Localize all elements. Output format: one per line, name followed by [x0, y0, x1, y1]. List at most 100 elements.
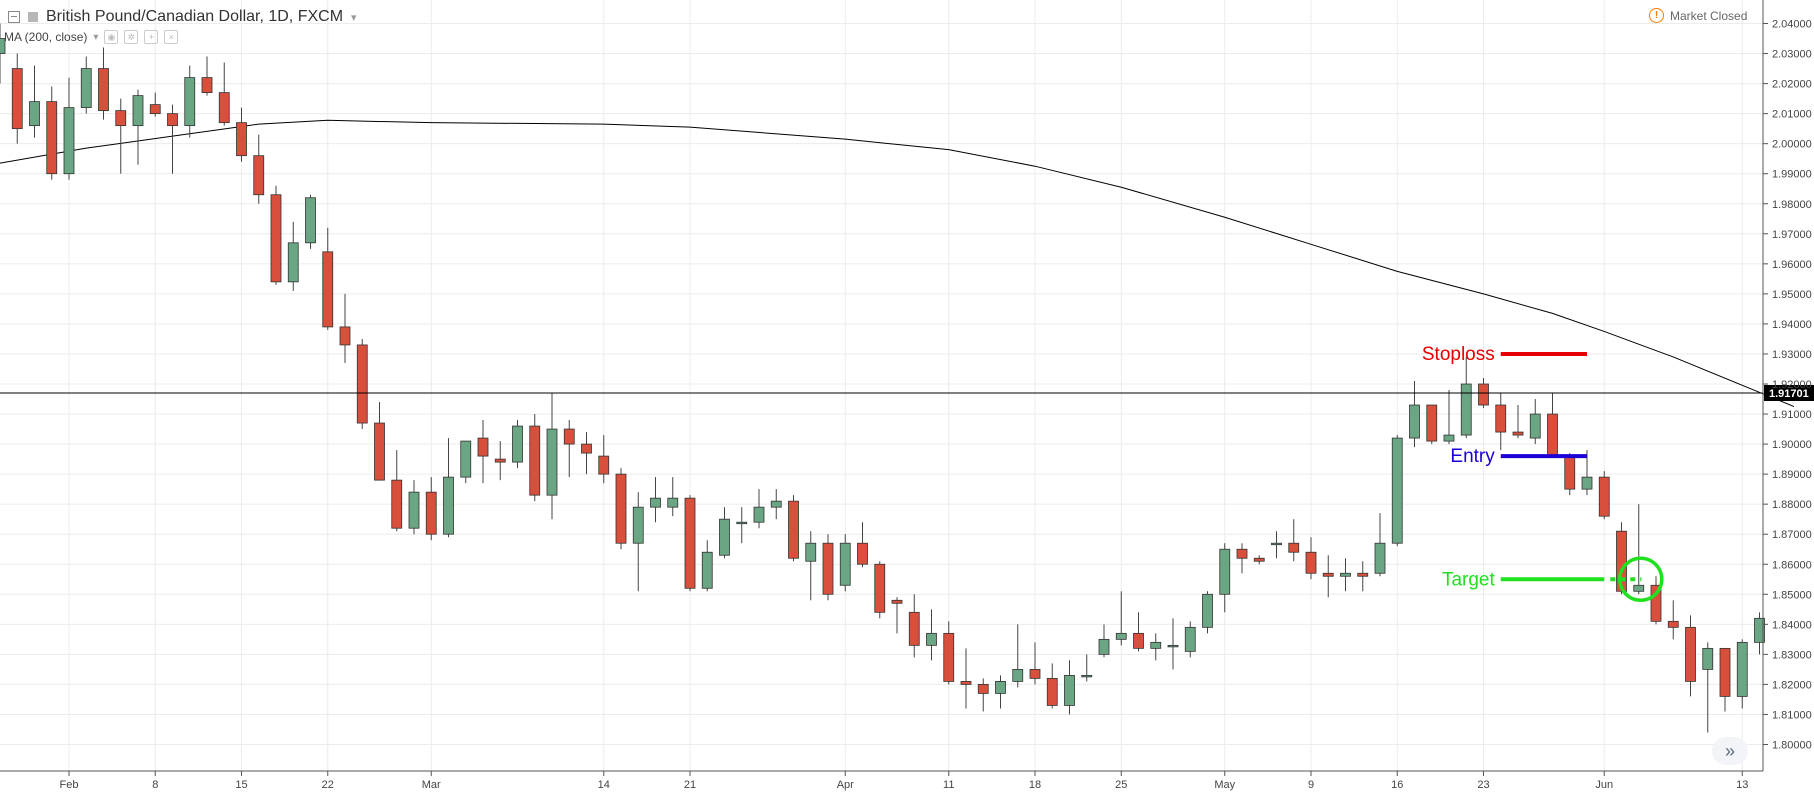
y-tick-label: 1.93000 [1772, 349, 1812, 361]
market-status-text: Market Closed [1670, 8, 1748, 23]
y-tick-label: 1.87000 [1772, 529, 1812, 541]
candle [236, 107, 247, 162]
candle [891, 597, 903, 634]
candle-body [167, 113, 178, 127]
candle-body [443, 476, 454, 535]
candle [1754, 612, 1765, 655]
candle-body [667, 497, 679, 508]
candle-body [874, 563, 886, 613]
candle-body [1219, 548, 1231, 595]
candle [1115, 591, 1127, 646]
x-tick-label: 11 [943, 779, 954, 791]
y-tick-label: 1.84000 [1772, 619, 1812, 631]
candle-body [1391, 437, 1403, 544]
candle-body [408, 491, 420, 529]
candle-body [1305, 551, 1317, 574]
eye-icon[interactable]: ◉ [104, 30, 119, 44]
indicator-label[interactable]: MA (200, close) [4, 30, 88, 44]
candle-body [29, 101, 40, 127]
candle [167, 104, 178, 174]
candle-body [546, 428, 558, 496]
x-tick-label: 13 [1736, 779, 1748, 791]
candle [1271, 531, 1282, 559]
candle-body [960, 681, 972, 685]
chevron-down-icon[interactable]: ▾ [93, 31, 99, 43]
candle [63, 77, 75, 180]
candle-body [736, 521, 748, 525]
candle-body [1547, 413, 1558, 457]
candle [995, 675, 1006, 709]
candle-body [115, 110, 127, 127]
candle [753, 489, 765, 529]
y-tick-label: 2.03000 [1772, 49, 1812, 61]
gear-icon[interactable]: ✲ [124, 30, 139, 44]
candle-body [788, 500, 799, 559]
x-tick-label: 9 [1308, 779, 1314, 791]
symbol-title[interactable]: British Pound/Canadian Dollar, 1D, FXCM [46, 8, 344, 25]
candle-body [1098, 638, 1110, 655]
y-tick-label: 2.00000 [1772, 139, 1812, 151]
candle [443, 438, 454, 538]
candle [908, 594, 920, 658]
candle-body [1460, 383, 1472, 436]
candle-body [218, 92, 230, 124]
candle [29, 65, 40, 138]
candle-body [1702, 647, 1714, 670]
chevron-down-icon[interactable]: ▾ [351, 11, 357, 24]
candle-body [339, 326, 351, 346]
y-tick-label: 1.88000 [1772, 499, 1812, 511]
chevrons-right-icon[interactable]: » [1712, 737, 1748, 765]
close-icon[interactable]: × [164, 30, 179, 44]
candle [1202, 591, 1213, 634]
candle-body [943, 632, 955, 682]
candle-body [857, 542, 868, 565]
candle-body [1081, 675, 1093, 678]
candle-body [632, 506, 644, 544]
candle-body [1133, 632, 1144, 649]
candle [788, 495, 799, 562]
x-tick-label: Jun [1595, 779, 1613, 791]
candle-body [149, 104, 161, 115]
candle-body [287, 242, 299, 283]
candle-body [1167, 644, 1179, 648]
candle-body [1495, 404, 1507, 433]
candle-body [1685, 626, 1696, 682]
x-tick-label: 23 [1477, 779, 1489, 791]
candle [1253, 555, 1265, 565]
add-icon[interactable]: + [144, 30, 159, 44]
candle-body [11, 68, 23, 130]
y-tick-label: 1.95000 [1772, 289, 1812, 301]
candle [1184, 621, 1196, 658]
candle-body [891, 599, 903, 604]
candle [563, 420, 575, 478]
y-tick-label: 2.02000 [1772, 79, 1812, 91]
y-tick-label: 1.97000 [1772, 229, 1812, 241]
candle [1529, 399, 1541, 445]
candle [1305, 537, 1317, 580]
x-tick-label: 21 [684, 779, 696, 791]
last-price-tag [1764, 384, 1814, 401]
candle-body [1736, 641, 1748, 697]
candle-body [822, 542, 834, 595]
candle-body [1512, 431, 1524, 436]
candle [11, 53, 23, 144]
collapse-box-icon[interactable] [8, 11, 20, 23]
candle-body [1064, 675, 1075, 706]
candle [1495, 393, 1507, 451]
candle [770, 489, 782, 520]
candle-body [598, 455, 610, 475]
candle [1150, 633, 1162, 661]
candle-body [1719, 647, 1731, 697]
x-tick-label: 18 [1029, 779, 1041, 791]
x-tick-label: Mar [422, 779, 441, 791]
chart-header: British Pound/Canadian Dollar, 1D, FXCM … [8, 8, 357, 26]
candle [1719, 647, 1731, 712]
candle-body [270, 194, 282, 283]
candle-body [1374, 542, 1386, 574]
candle-body [1340, 572, 1351, 577]
annotation-label: Target [1442, 569, 1496, 590]
candle-body [1754, 617, 1765, 643]
candle [701, 540, 713, 592]
